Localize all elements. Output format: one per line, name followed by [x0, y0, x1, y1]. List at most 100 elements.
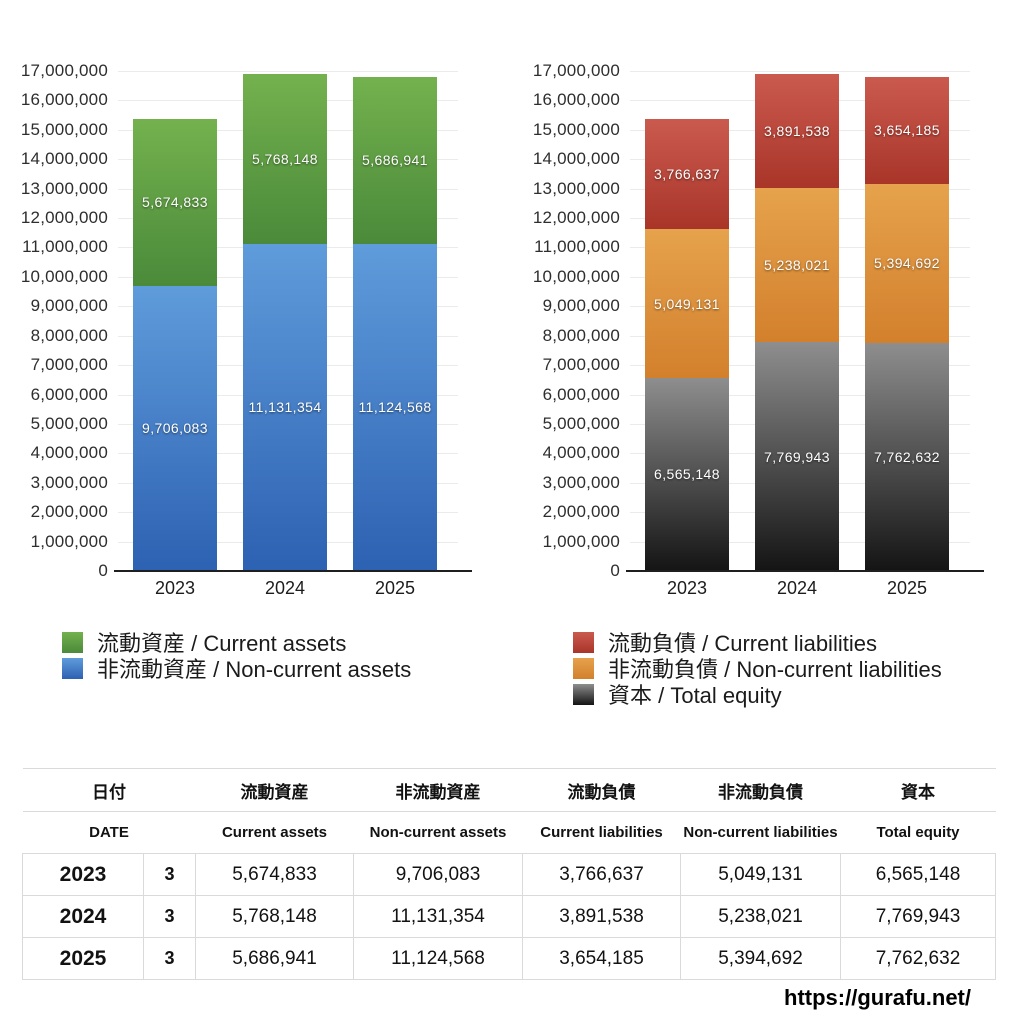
liabilities-bar-segment-non-current-liabilities: 5,394,692 — [865, 184, 949, 343]
table-header-non-current-assets-en: Non-current assets — [353, 811, 523, 854]
y-axis-tick-label: 8,000,000 — [542, 325, 620, 345]
table-header-non-current-liabilities-ja: 非流動負債 — [680, 768, 841, 812]
bar-value-label: 11,131,354 — [248, 399, 322, 416]
liabilities-bar-segment-total-equity: 7,769,943 — [755, 342, 839, 571]
bar-value-label: 5,686,941 — [362, 152, 428, 169]
non-current-liabilities-cell: 5,238,021 — [680, 895, 841, 938]
y-axis-tick-label: 9,000,000 — [30, 296, 108, 316]
y-axis-tick-label: 8,000,000 — [30, 325, 108, 345]
x-axis-tick-label: 2024 — [264, 578, 306, 598]
current-assets-cell: 5,768,148 — [195, 895, 354, 938]
table-header-equity-en: Total equity — [840, 811, 996, 854]
y-axis-tick-label: 15,000,000 — [532, 119, 620, 139]
bar-value-label: 3,891,538 — [764, 123, 830, 140]
y-axis-tick-label: 14,000,000 — [20, 149, 108, 169]
liabilities-bar-segment-non-current-liabilities: 5,049,131 — [645, 229, 729, 378]
y-axis-tick-label: 16,000,000 — [20, 90, 108, 110]
y-axis-tick-label: 0 — [610, 561, 620, 580]
table-header-non-current-assets-ja: 非流動資産 — [353, 768, 523, 812]
y-axis-tick-label: 0 — [98, 561, 108, 580]
y-axis-tick-label: 4,000,000 — [542, 443, 620, 463]
y-axis-tick-label: 6,000,000 — [542, 384, 620, 404]
y-axis-tick-label: 1,000,000 — [542, 531, 620, 551]
legend-item: 非流動資産 / Non-current assets — [62, 655, 412, 682]
liabilities-bar-segment-total-equity: 7,762,632 — [865, 342, 949, 571]
table-header-current-liabilities-ja: 流動負債 — [522, 768, 681, 812]
y-axis-tick-label: 12,000,000 — [20, 208, 108, 228]
y-axis-tick-label: 3,000,000 — [542, 472, 620, 492]
legend-color-swatch — [62, 657, 83, 679]
year-cell: 2023 — [22, 853, 144, 896]
bar-value-label: 5,768,148 — [252, 150, 318, 167]
y-axis-tick-label: 2,000,000 — [30, 502, 108, 522]
year-cell: 2024 — [22, 895, 144, 938]
bar-value-label: 7,769,943 — [764, 448, 830, 465]
x-axis-tick-label: 2023 — [666, 578, 708, 598]
bar-value-label: 11,124,568 — [358, 399, 432, 416]
table-header-date-en: DATE — [22, 811, 196, 854]
y-axis-tick-label: 14,000,000 — [532, 149, 620, 169]
site-url: https://gurafu.net/ — [784, 985, 971, 1010]
bar-value-label: 3,654,185 — [874, 122, 940, 139]
liabilities-bar-segment-current-liabilities: 3,654,185 — [865, 76, 949, 184]
current-liabilities-cell: 3,891,538 — [522, 895, 681, 938]
table-header-current-assets-en: Current assets — [195, 811, 354, 854]
non-current-assets-cell: 9,706,083 — [353, 853, 523, 896]
table-header-current-liabilities-en: Current liabilities — [522, 811, 681, 854]
assets-chart-legend: 流動資産 / Current assets 非流動資産 / Non-current… — [62, 629, 412, 682]
y-axis-tick-label: 5,000,000 — [542, 413, 620, 433]
y-axis-tick-label: 16,000,000 — [532, 90, 620, 110]
assets-bar-segment-current-assets: 5,768,148 — [243, 73, 327, 244]
current-assets-cell: 5,674,833 — [195, 853, 354, 896]
current-liabilities-cell: 3,766,637 — [522, 853, 681, 896]
non-current-liabilities-cell: 5,049,131 — [680, 853, 841, 896]
non-current-liabilities-cell: 5,394,692 — [680, 937, 841, 980]
year-cell: 2025 — [22, 937, 144, 980]
y-axis-tick-label: 13,000,000 — [20, 178, 108, 198]
liabilities-bar-segment-non-current-liabilities: 5,238,021 — [755, 188, 839, 343]
bar-value-label: 5,049,131 — [654, 295, 720, 312]
legend-item: 流動負債 / Current liabilities — [573, 629, 942, 656]
y-axis-tick-label: 3,000,000 — [30, 472, 108, 492]
liabilities-chart-legend: 流動負債 / Current liabilities 非流動負債 / Non-cu… — [573, 629, 942, 708]
y-axis-tick-label: 7,000,000 — [30, 355, 108, 375]
y-axis-tick-label: 11,000,000 — [22, 237, 108, 257]
gridline — [630, 71, 970, 72]
month-cell: 3 — [143, 937, 196, 980]
y-axis-tick-label: 12,000,000 — [532, 208, 620, 228]
y-axis-tick-label: 6,000,000 — [30, 384, 108, 404]
equity-cell: 7,769,943 — [840, 895, 996, 938]
table-header-current-assets-ja: 流動資産 — [195, 768, 354, 812]
y-axis-tick-label: 9,000,000 — [542, 296, 620, 316]
legend-label: 非流動負債 / Non-current liabilities — [608, 657, 942, 682]
current-assets-cell: 5,686,941 — [195, 937, 354, 980]
table-header-non-current-liabilities-en: Non-current liabilities — [680, 811, 841, 854]
y-axis-tick-label: 10,000,000 — [20, 266, 108, 286]
y-axis-tick-label: 5,000,000 — [30, 413, 108, 433]
legend-item: 流動資産 / Current assets — [62, 629, 411, 656]
month-cell: 3 — [143, 895, 196, 938]
bar-value-label: 5,394,692 — [874, 255, 940, 272]
y-axis-tick-label: 4,000,000 — [30, 443, 108, 463]
assets-bar-segment-current-assets: 5,674,833 — [133, 118, 217, 286]
legend-label: 非流動資産 / Non-current assets — [97, 657, 412, 682]
equity-cell: 6,565,148 — [840, 853, 996, 896]
non-current-assets-cell: 11,124,568 — [353, 937, 523, 980]
liabilities-bar-segment-total-equity: 6,565,148 — [645, 377, 729, 571]
y-axis-tick-label: 15,000,000 — [20, 119, 108, 139]
table-row: 2025 3 5,686,941 11,124,568 3,654,185 5,… — [22, 937, 996, 980]
month-cell: 3 — [143, 853, 196, 896]
legend-color-swatch — [573, 657, 594, 679]
assets-bar-segment-non-current-assets: 11,131,354 — [243, 243, 327, 571]
legend-color-swatch — [62, 631, 83, 653]
legend-label: 流動負債 / Current liabilities — [608, 631, 877, 656]
gridline — [118, 71, 458, 72]
legend-color-swatch — [573, 631, 594, 653]
table-header-equity-ja: 資本 — [840, 768, 996, 812]
x-axis-tick-label: 2023 — [154, 578, 196, 598]
bar-value-label: 3,766,637 — [654, 166, 720, 182]
x-axis-tick-label: 2025 — [374, 578, 416, 598]
table-header-date-ja: 日付 — [22, 768, 196, 812]
